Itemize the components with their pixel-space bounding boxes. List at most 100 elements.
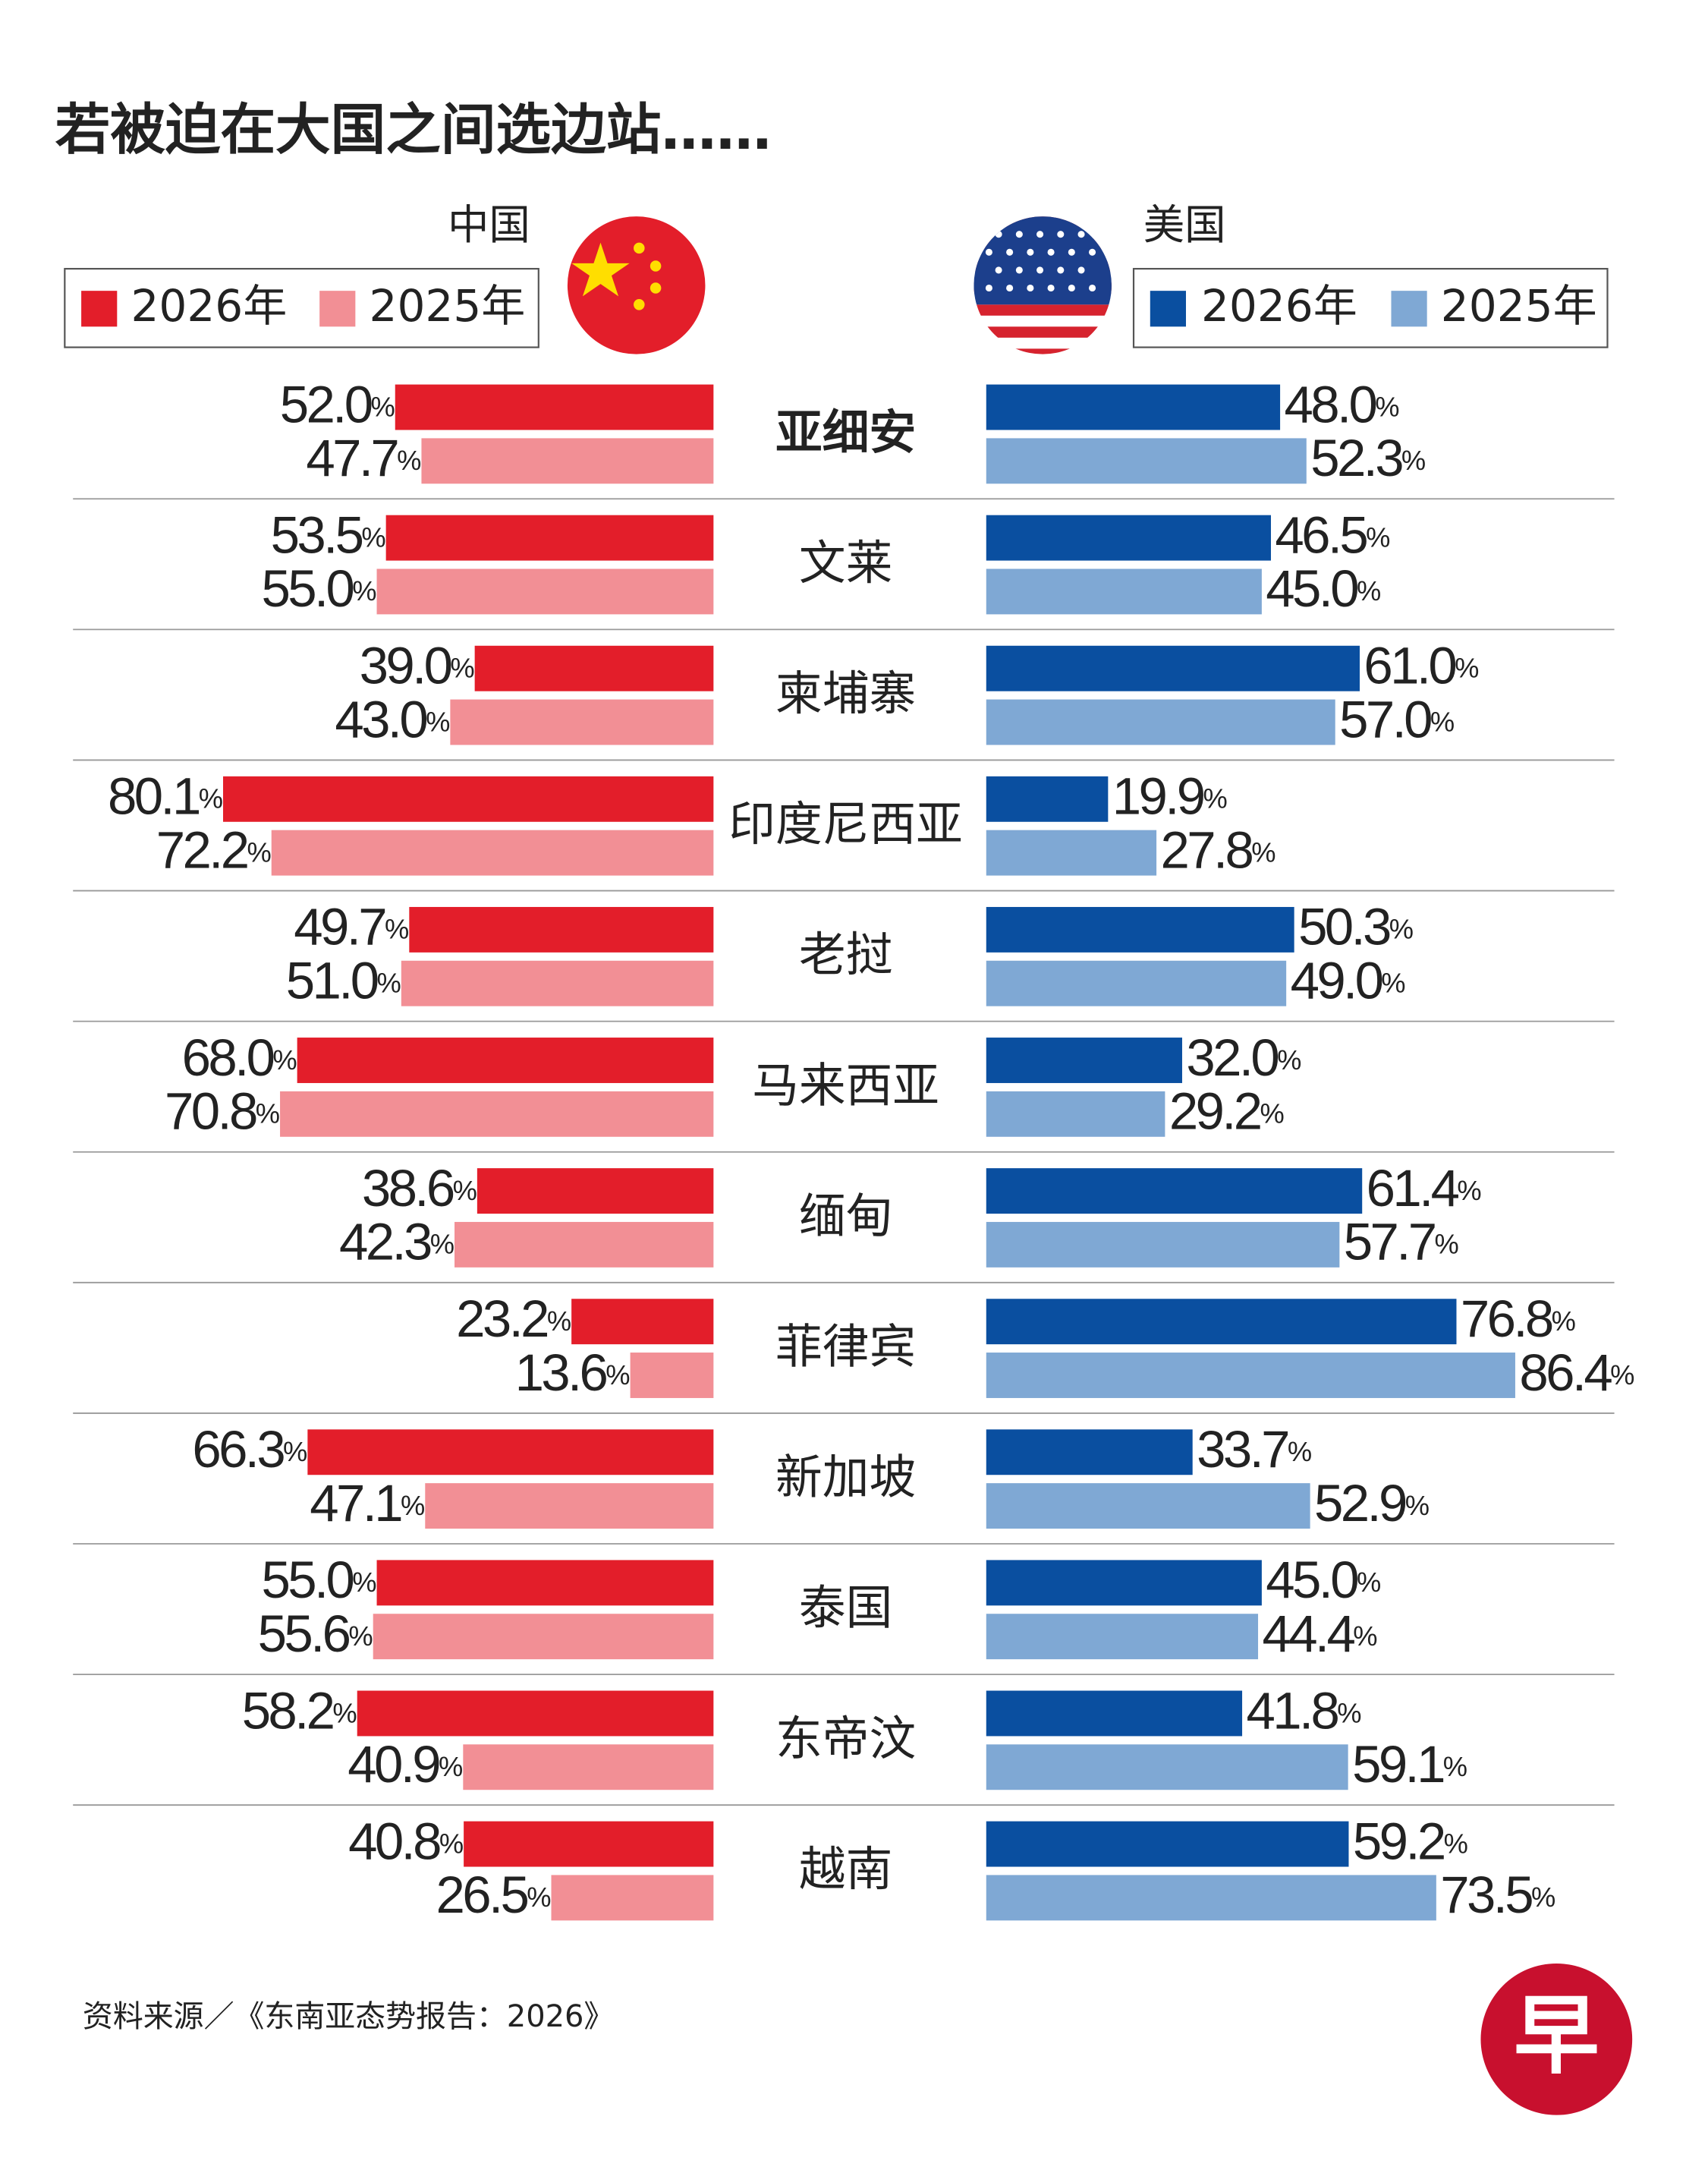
group-name: 中国 [448,200,530,249]
bar [357,1690,714,1737]
bar [986,1614,1259,1660]
category-label: 马来西亚 [752,1058,939,1113]
value-label: 26.5% [436,1866,551,1924]
category-label: 菲律宾 [775,1320,916,1375]
legend-box [1132,268,1609,348]
value-label: 45.0% [1266,1551,1380,1609]
value-label: 58.2% [242,1682,357,1740]
bar [464,1821,714,1867]
value-label: 43.0% [335,691,449,749]
value-label: 46.5% [1275,506,1389,565]
bar [551,1875,714,1921]
bar [425,1483,714,1529]
category-label: 缅甸 [799,1189,892,1243]
bar [376,1560,714,1606]
value-label: 61.0% [1364,637,1478,695]
bar [986,438,1307,484]
bar [455,1221,714,1268]
bar [986,960,1287,1006]
value-label: 72.2% [156,821,271,880]
bar [986,1429,1193,1475]
value-label: 47.1% [310,1474,424,1532]
value-label: 39.0% [360,637,474,695]
legend-swatch [1391,291,1427,327]
bar [986,515,1271,561]
us-flag [974,216,1112,354]
value-label: 40.9% [348,1735,462,1794]
legend-label: 2025年 [1441,280,1597,332]
value-label: 19.9% [1112,767,1227,826]
category-label: 文莱 [799,536,892,590]
value-label: 29.2% [1169,1082,1284,1141]
legend-label: 2025年 [370,280,526,332]
value-label: 61.4% [1367,1159,1481,1217]
value-label: 86.4% [1519,1343,1634,1402]
value-label: 41.8% [1247,1682,1361,1740]
bar [986,776,1109,822]
bar [986,906,1294,953]
bar [986,1560,1262,1606]
bar [986,1483,1310,1529]
bar [385,515,714,561]
legend-swatch [1150,291,1186,327]
bar [571,1299,714,1345]
category-label: 新加坡 [775,1450,916,1505]
value-label: 52.3% [1310,429,1425,487]
logo: 早 [1480,1963,1633,2115]
value-label: 66.3% [192,1420,307,1479]
bar [280,1091,714,1137]
bar [986,1744,1348,1790]
bar [421,438,714,484]
bar [986,1038,1182,1083]
bar [395,384,714,430]
group-name: 美国 [1143,200,1226,249]
legend-label: 2026年 [131,280,287,332]
category-label: 亚细安 [775,405,916,460]
bar [986,1168,1363,1214]
bar [630,1353,714,1398]
bar [986,1690,1243,1737]
bar [373,1614,714,1660]
value-label: 23.2% [456,1290,571,1348]
bar [376,568,714,615]
bar [986,384,1281,430]
value-label: 59.2% [1353,1812,1467,1871]
value-label: 57.7% [1344,1213,1458,1271]
bar [986,699,1335,745]
category-label: 柬埔寨 [775,666,916,721]
bar [450,699,714,745]
value-label: 47.7% [306,429,420,487]
category-label: 东帝汶 [775,1712,916,1766]
value-label: 44.4% [1262,1605,1376,1663]
legend-label: 2026年 [1201,280,1357,332]
value-label: 48.0% [1285,376,1399,434]
bar [271,830,714,876]
bar [474,645,714,691]
value-label: 59.1% [1352,1735,1467,1794]
value-label: 13.6% [515,1343,630,1402]
value-label: 38.6% [362,1159,477,1217]
bar [986,1821,1349,1867]
bar [986,645,1360,691]
value-label: 27.8% [1161,821,1275,880]
logo-text: 早 [1514,1986,1599,2086]
chart-title: 若被迫在大国之间选边站…… [55,99,772,162]
bar [986,1221,1340,1268]
bar [409,906,714,953]
value-label: 53.5% [271,506,385,565]
value-label: 76.8% [1461,1290,1575,1348]
category-label: 泰国 [799,1581,892,1636]
legend-box [64,268,539,348]
value-label: 68.0% [182,1028,297,1087]
value-label: 73.5% [1440,1866,1555,1924]
value-label: 51.0% [286,952,401,1010]
bar [986,1299,1457,1345]
category-label: 越南 [799,1842,892,1897]
value-label: 70.8% [165,1082,279,1141]
value-label: 49.0% [1291,952,1405,1010]
bar [223,776,714,822]
value-label: 55.0% [262,1551,376,1609]
value-label: 45.0% [1266,559,1380,618]
